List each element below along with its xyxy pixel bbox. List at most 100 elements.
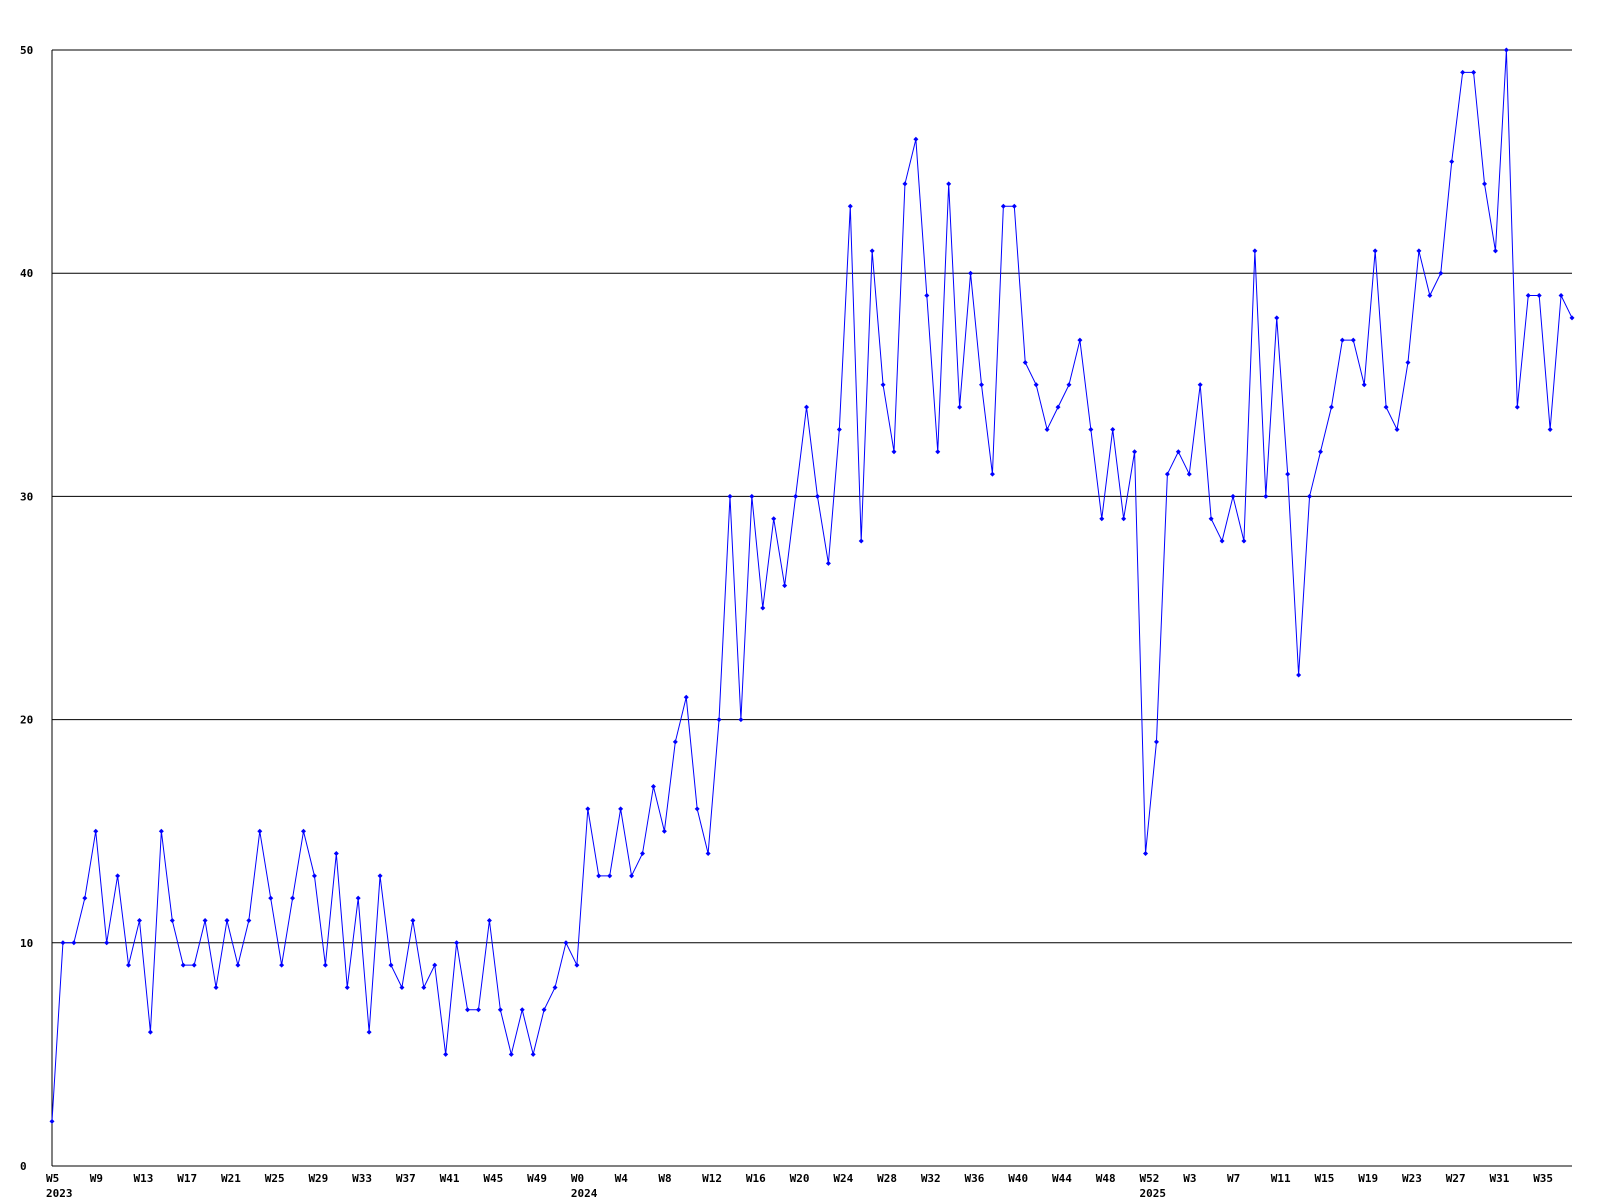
x-tick-label: W8 <box>658 1172 671 1185</box>
data-point <box>1328 404 1334 410</box>
x-tick-label: W44 <box>1052 1172 1072 1185</box>
data-point <box>246 917 252 923</box>
data-point <box>49 1118 55 1124</box>
data-point <box>618 806 624 812</box>
data-point <box>486 917 492 923</box>
data-point <box>355 895 361 901</box>
x-tick-label: W27 <box>1446 1172 1466 1185</box>
x-tick-label: W49 <box>527 1172 547 1185</box>
y-tick-label: 0 <box>20 1160 27 1173</box>
data-point <box>1547 426 1553 432</box>
x-tick-label: W3 <box>1183 1172 1196 1185</box>
y-tick-label: 10 <box>20 937 33 950</box>
data-point <box>738 717 744 723</box>
data-point <box>1208 516 1214 522</box>
data-point <box>235 962 241 968</box>
data-point <box>1296 672 1302 678</box>
data-point <box>989 471 995 477</box>
data-point <box>158 828 164 834</box>
data-point <box>454 940 460 946</box>
data-point <box>705 851 711 857</box>
data-point <box>957 404 963 410</box>
data-point <box>1132 449 1138 455</box>
data-point <box>782 583 788 589</box>
data-point <box>115 873 121 879</box>
data-point <box>902 181 908 187</box>
data-point <box>880 382 886 388</box>
data-point <box>257 828 263 834</box>
data-point <box>1525 293 1531 299</box>
data-point <box>574 962 580 968</box>
x-tick-label: W5 <box>46 1172 59 1185</box>
data-point <box>727 493 733 499</box>
data-point <box>1514 404 1520 410</box>
data-point <box>1186 471 1192 477</box>
data-point <box>508 1051 514 1057</box>
data-point <box>858 538 864 544</box>
data-point <box>344 984 350 990</box>
data-point <box>683 694 689 700</box>
data-point <box>1405 359 1411 365</box>
data-point <box>814 493 820 499</box>
data-point <box>180 962 186 968</box>
series-line <box>51 49 1573 1122</box>
y-tick-label: 20 <box>20 714 33 727</box>
data-point <box>1307 493 1313 499</box>
data-point <box>475 1007 481 1013</box>
data-point <box>1077 337 1083 343</box>
data-point <box>650 784 656 790</box>
data-point <box>388 962 394 968</box>
data-point <box>1110 426 1116 432</box>
data-point <box>935 449 941 455</box>
data-point <box>71 940 77 946</box>
data-point <box>301 828 307 834</box>
data-point <box>1000 203 1006 209</box>
data-point <box>279 962 285 968</box>
data-point <box>760 605 766 611</box>
data-point <box>825 560 831 566</box>
data-point <box>421 984 427 990</box>
data-point <box>1558 293 1564 299</box>
x-tick-label: W4 <box>615 1172 629 1185</box>
x-tick-label: W7 <box>1227 1172 1240 1185</box>
data-point <box>629 873 635 879</box>
x-tick-label: W19 <box>1358 1172 1378 1185</box>
x-tick-label: W40 <box>1008 1172 1028 1185</box>
data-point <box>290 895 296 901</box>
data-point <box>1022 359 1028 365</box>
x-tick-label: W17 <box>177 1172 197 1185</box>
x-tick-label: W32 <box>921 1172 941 1185</box>
data-point <box>640 851 646 857</box>
data-point <box>432 962 438 968</box>
x-tick-label: W52 <box>1140 1172 1160 1185</box>
data-point <box>1427 293 1433 299</box>
x-tick-label: W31 <box>1489 1172 1509 1185</box>
data-point <box>1449 159 1455 165</box>
data-point <box>443 1051 449 1057</box>
x-tick-label: W45 <box>483 1172 503 1185</box>
data-point <box>585 806 591 812</box>
data-point <box>1055 404 1061 410</box>
data-point <box>1361 382 1367 388</box>
data-point <box>694 806 700 812</box>
data-point <box>93 828 99 834</box>
x-tick-label: W20 <box>790 1172 810 1185</box>
data-point <box>1285 471 1291 477</box>
data-point <box>1164 471 1170 477</box>
data-point <box>399 984 405 990</box>
data-point <box>1383 404 1389 410</box>
x-tick-label: W37 <box>396 1172 416 1185</box>
x-tick-label: W15 <box>1314 1172 1334 1185</box>
data-point <box>1503 47 1509 53</box>
data-point <box>1175 449 1181 455</box>
data-point <box>136 917 142 923</box>
data-point <box>1011 203 1017 209</box>
data-point <box>1263 493 1269 499</box>
x-tick-label: W35 <box>1533 1172 1553 1185</box>
data-point <box>410 917 416 923</box>
data-point <box>1153 739 1159 745</box>
data-point <box>224 917 230 923</box>
data-point <box>1492 248 1498 254</box>
data-point <box>946 181 952 187</box>
